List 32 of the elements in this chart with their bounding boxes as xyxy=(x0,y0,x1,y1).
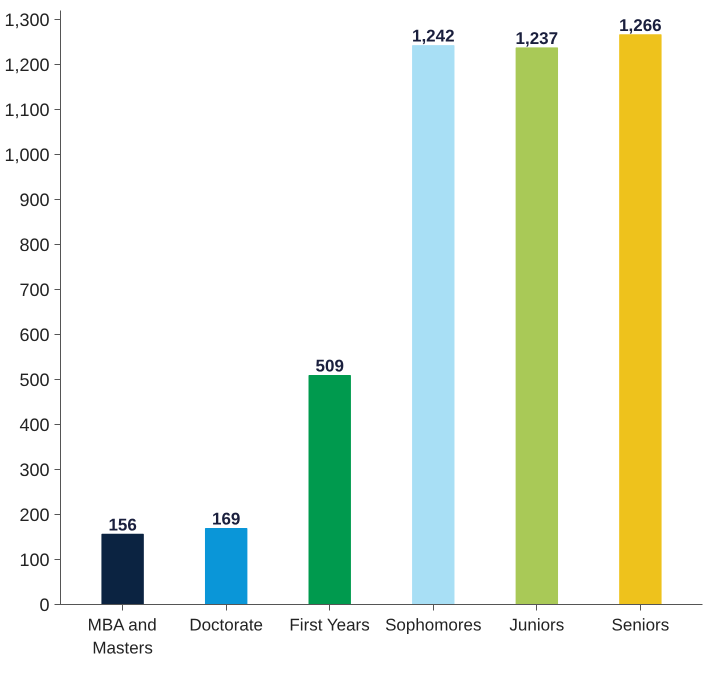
x-tick-label: First Years xyxy=(289,616,370,634)
y-tick-label: 500 xyxy=(19,370,50,390)
bar xyxy=(619,34,662,604)
bar xyxy=(516,47,558,604)
y-tick-label: 900 xyxy=(19,190,50,210)
x-tick-label: Seniors xyxy=(612,616,670,634)
y-tick-label: 800 xyxy=(19,235,50,255)
y-tick-label: 600 xyxy=(19,325,50,345)
x-tick-label: MBA and Masters xyxy=(88,616,157,658)
bar xyxy=(204,528,248,604)
data-label: 1,237 xyxy=(516,28,558,48)
bar xyxy=(412,45,454,604)
y-tick-label: 400 xyxy=(19,415,50,435)
data-label: 169 xyxy=(212,509,240,528)
y-tick-label: 1,300 xyxy=(4,10,50,30)
x-tick-label: Doctorate xyxy=(189,616,264,634)
y-tick-label: 200 xyxy=(19,505,50,525)
data-label: 156 xyxy=(108,515,137,534)
y-tick-label: 1,200 xyxy=(4,55,50,75)
data-label: 1,242 xyxy=(412,26,455,46)
y-tick-label: 1,000 xyxy=(4,145,50,165)
bar xyxy=(308,374,351,604)
y-tick-label: 700 xyxy=(19,280,50,300)
y-tick-label: 100 xyxy=(19,550,50,570)
y-tick-label: 0 xyxy=(39,595,50,615)
x-tick-label: Sophomores xyxy=(385,616,482,634)
x-tick-label: Juniors xyxy=(509,616,564,634)
data-label: 1,266 xyxy=(619,16,662,35)
y-tick-label: 1,100 xyxy=(4,100,50,120)
data-label: 509 xyxy=(316,356,344,376)
bar xyxy=(101,534,144,604)
y-tick-label: 300 xyxy=(19,460,50,480)
